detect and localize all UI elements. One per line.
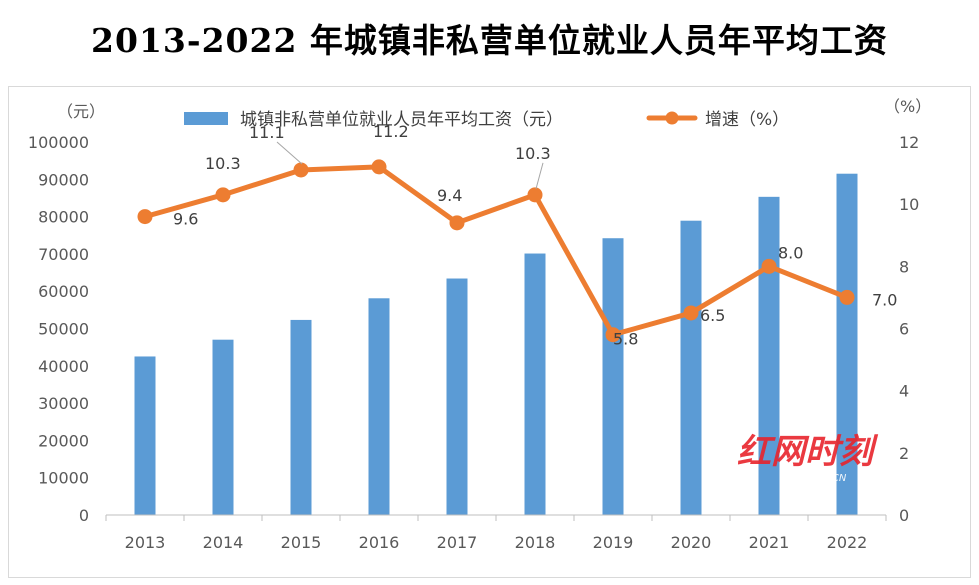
legend-label-line: 增速（%） xyxy=(705,110,789,130)
bar xyxy=(758,196,780,515)
bar xyxy=(368,298,390,515)
growth-marker xyxy=(449,215,465,231)
y-right-unit-label: （%） xyxy=(884,97,931,116)
watermark-subtext: REDNET.CN xyxy=(789,473,847,484)
y-left-tick-label: 50000 xyxy=(38,320,89,339)
x-tick-label: 2022 xyxy=(827,533,868,552)
growth-marker xyxy=(215,187,231,203)
data-label-leader xyxy=(535,162,544,189)
x-tick-label: 2017 xyxy=(437,533,478,552)
x-tick-label: 2016 xyxy=(359,533,400,552)
y-left-tick-label: 90000 xyxy=(38,170,89,189)
x-tick-label: 2015 xyxy=(281,533,322,552)
growth-data-label: 7.0 xyxy=(872,290,897,309)
bar xyxy=(212,339,234,515)
data-label-leader xyxy=(276,141,303,165)
chart: 0 10000 20000 30000 40000 50000 60000 70000 8000… xyxy=(28,97,931,552)
bar xyxy=(524,253,546,516)
growth-data-label: 11.1 xyxy=(249,123,285,142)
x-tick-label: 2021 xyxy=(749,533,790,552)
growth-data-label: 5.8 xyxy=(613,330,638,349)
growth-marker xyxy=(137,209,153,225)
bar xyxy=(290,319,312,515)
x-tick-label: 2020 xyxy=(671,533,712,552)
x-tick-label: 2019 xyxy=(593,533,634,552)
growth-marker xyxy=(761,258,777,274)
growth-marker xyxy=(839,289,855,305)
growth-line xyxy=(142,164,850,338)
y-left-tick-label: 30000 xyxy=(38,394,89,413)
y-right-tick-label: 10 xyxy=(899,195,919,214)
page-title: 2013-2022 年城镇非私营单位就业人员年平均工资 xyxy=(91,21,888,60)
growth-data-label: 9.4 xyxy=(437,186,462,205)
y-left-tick-label: 100000 xyxy=(28,133,89,152)
legend-swatch-bar xyxy=(184,112,228,125)
y-left-tick-label: 70000 xyxy=(38,245,89,264)
x-tick-label: 2013 xyxy=(125,533,166,552)
y-left-tick-label: 10000 xyxy=(38,469,89,488)
growth-data-label: 6.5 xyxy=(700,306,725,325)
y-left-tick-label: 0 xyxy=(79,506,89,525)
bar xyxy=(446,278,468,515)
bar xyxy=(134,356,156,515)
x-tick-label: 2018 xyxy=(515,533,556,552)
y-right-tick-label: 0 xyxy=(899,506,909,525)
y-right-tick-label: 8 xyxy=(899,257,909,276)
growth-data-label: 11.2 xyxy=(373,122,409,141)
growth-marker xyxy=(683,305,699,321)
growth-marker xyxy=(293,162,309,178)
y-left-tick-label: 60000 xyxy=(38,282,89,301)
y-left-tick-label: 20000 xyxy=(38,431,89,450)
legend-swatch-marker xyxy=(665,111,679,125)
growth-data-label: 8.0 xyxy=(778,243,803,262)
chart-frame: 0 10000 20000 30000 40000 50000 60000 70000 8000… xyxy=(8,86,971,578)
y-left-unit-label: （元） xyxy=(57,102,105,121)
growth-marker xyxy=(527,187,543,203)
legend-label-bar: 城镇非私营单位就业人员年平均工资（元） xyxy=(240,110,563,130)
growth-marker xyxy=(371,159,387,175)
x-tick-label: 2014 xyxy=(203,533,244,552)
bar xyxy=(602,238,624,515)
bar xyxy=(680,220,702,515)
y-right-tick-label: 2 xyxy=(899,444,909,463)
growth-data-label: 10.3 xyxy=(205,154,241,173)
growth-data-label: 9.6 xyxy=(173,210,198,229)
growth-data-label: 10.3 xyxy=(515,144,551,163)
y-right-tick-label: 12 xyxy=(899,133,919,152)
y-right-tick-label: 4 xyxy=(899,382,909,401)
watermark-logo: 红网时刻 xyxy=(737,432,879,472)
y-left-tick-label: 40000 xyxy=(38,357,89,376)
y-right-tick-label: 6 xyxy=(899,320,909,339)
growth-marker xyxy=(605,327,621,343)
y-left-tick-label: 80000 xyxy=(38,208,89,227)
bar xyxy=(836,173,858,515)
